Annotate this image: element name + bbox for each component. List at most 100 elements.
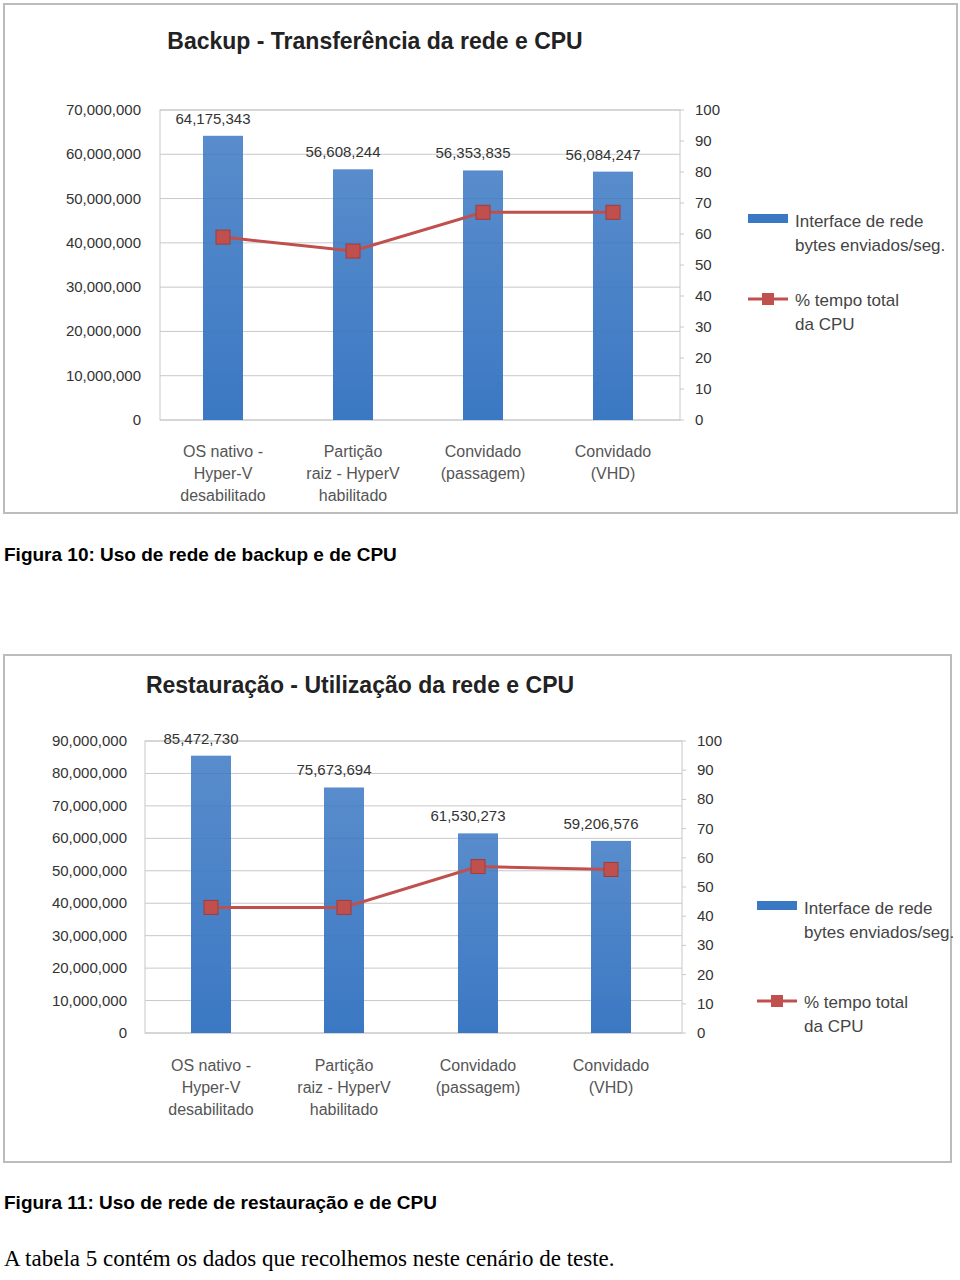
y2-tick — [680, 141, 684, 142]
chart: Restauração - Utilização da rede e CPU 0 1… — [0, 0, 960, 1280]
y2-tick — [682, 857, 686, 858]
y2-tick — [682, 1033, 686, 1034]
y2-tick — [680, 420, 684, 421]
legend-swatch — [748, 214, 788, 223]
y-tick-label: 10,000,000 — [66, 367, 141, 384]
x-tick-label: Convidado(passagem) — [436, 1057, 520, 1096]
legend-entry: Interface de redebytes enviados/seg. — [795, 212, 945, 255]
y2-tick — [680, 358, 684, 359]
y2-tick-label: 10 — [695, 380, 712, 397]
legend-entry: % tempo totalda CPU — [804, 993, 908, 1036]
marker — [216, 230, 230, 244]
y-tick-label: 40,000,000 — [52, 894, 127, 911]
marker — [606, 205, 620, 219]
data-label: 56,353,835 — [435, 144, 510, 161]
y2-tick — [682, 799, 686, 800]
y2-tick — [680, 296, 684, 297]
bar — [203, 136, 243, 420]
bar — [458, 833, 498, 1033]
y-tick-label: 50,000,000 — [66, 190, 141, 207]
bar — [191, 756, 231, 1033]
figure-caption: Figura 11: Uso de rede de restauração e … — [4, 1192, 437, 1214]
plot-marks — [203, 136, 633, 420]
y2-tick-label: 60 — [697, 849, 714, 866]
y2-tick — [680, 110, 684, 111]
marker — [346, 244, 360, 258]
bar — [333, 169, 373, 420]
x-tick-label: Convidado(VHD) — [575, 443, 652, 482]
data-label: 56,608,244 — [305, 143, 380, 160]
chart-frame — [4, 655, 951, 1162]
plot-frame — [145, 741, 682, 1033]
y-tick-label: 10,000,000 — [52, 992, 127, 1009]
y2-tick — [682, 1003, 686, 1004]
y2-tick-label: 90 — [697, 761, 714, 778]
y-tick-label: 40,000,000 — [66, 234, 141, 251]
y2-tick-label: 70 — [695, 194, 712, 211]
y-tick-label: 50,000,000 — [52, 862, 127, 879]
chart-title: Restauração - Utilização da rede e CPU — [146, 672, 574, 698]
y2-tick-label: 70 — [697, 820, 714, 837]
marker — [337, 900, 351, 914]
y2-tick-label: 50 — [695, 256, 712, 273]
x-tick-label: Partiçãoraiz - HyperVhabilitado — [306, 443, 400, 504]
y2-tick-label: 40 — [697, 907, 714, 924]
y2-tick-label: 40 — [695, 287, 712, 304]
y-tick-label: 0 — [119, 1024, 127, 1041]
legend-swatch — [762, 293, 774, 305]
chart-frame — [4, 4, 957, 513]
y2-tick-label: 20 — [695, 349, 712, 366]
y2-tick — [682, 974, 686, 975]
y-tick-label: 20,000,000 — [52, 959, 127, 976]
y-tick-label: 70,000,000 — [52, 797, 127, 814]
y2-tick — [682, 945, 686, 946]
y2-tick — [680, 203, 684, 204]
y2-tick-label: 30 — [695, 318, 712, 335]
marker — [471, 860, 485, 874]
data-labels: 64,175,34356,608,24456,353,83556,084,247 — [175, 110, 640, 163]
legend-swatch — [771, 995, 783, 1007]
marker — [204, 900, 218, 914]
y2-tick — [682, 828, 686, 829]
y2-tick — [682, 916, 686, 917]
y2-tick-label: 10 — [697, 995, 714, 1012]
bar — [593, 172, 633, 420]
data-label: 85,472,730 — [163, 730, 238, 747]
line — [223, 212, 613, 251]
y2-tick-label: 0 — [697, 1024, 705, 1041]
y-tick-label: 90,000,000 — [52, 732, 127, 749]
data-label: 75,673,694 — [296, 761, 371, 778]
y2-tick-label: 80 — [695, 163, 712, 180]
y2-tick-label: 100 — [695, 101, 720, 118]
y2-tick-label: 50 — [697, 878, 714, 895]
y-tick-label: 60,000,000 — [52, 829, 127, 846]
y2-tick-label: 100 — [697, 732, 722, 749]
y-tick-label: 20,000,000 — [66, 322, 141, 339]
y2-tick — [680, 172, 684, 173]
y2-tick — [680, 265, 684, 266]
y-tick-label: 60,000,000 — [66, 145, 141, 162]
y-tick-label: 30,000,000 — [52, 927, 127, 944]
y2-tick — [682, 887, 686, 888]
line — [211, 867, 611, 908]
bar — [324, 787, 364, 1033]
marker — [476, 205, 490, 219]
data-label: 64,175,343 — [175, 110, 250, 127]
plot-marks — [191, 756, 631, 1033]
y-tick-label: 30,000,000 — [66, 278, 141, 295]
legend-entry: % tempo totalda CPU — [795, 291, 899, 334]
x-tick-label: Convidado(VHD) — [573, 1057, 650, 1096]
y2-tick-label: 30 — [697, 936, 714, 953]
y2-tick — [680, 234, 684, 235]
chart-title: Backup - Transferência da rede e CPU — [167, 28, 582, 54]
x-tick-label: OS nativo -Hyper-Vdesabilitado — [168, 1057, 254, 1118]
y2-tick-label: 60 — [695, 225, 712, 242]
data-label: 59,206,576 — [563, 815, 638, 832]
y-tick-label: 70,000,000 — [66, 101, 141, 118]
data-label: 61,530,273 — [430, 807, 505, 824]
bar — [463, 170, 503, 420]
y2-tick — [680, 389, 684, 390]
y2-tick — [682, 770, 686, 771]
x-tick-label: OS nativo -Hyper-Vdesabilitado — [180, 443, 266, 504]
legend-entry: Interface de redebytes enviados/seg. — [804, 899, 954, 942]
